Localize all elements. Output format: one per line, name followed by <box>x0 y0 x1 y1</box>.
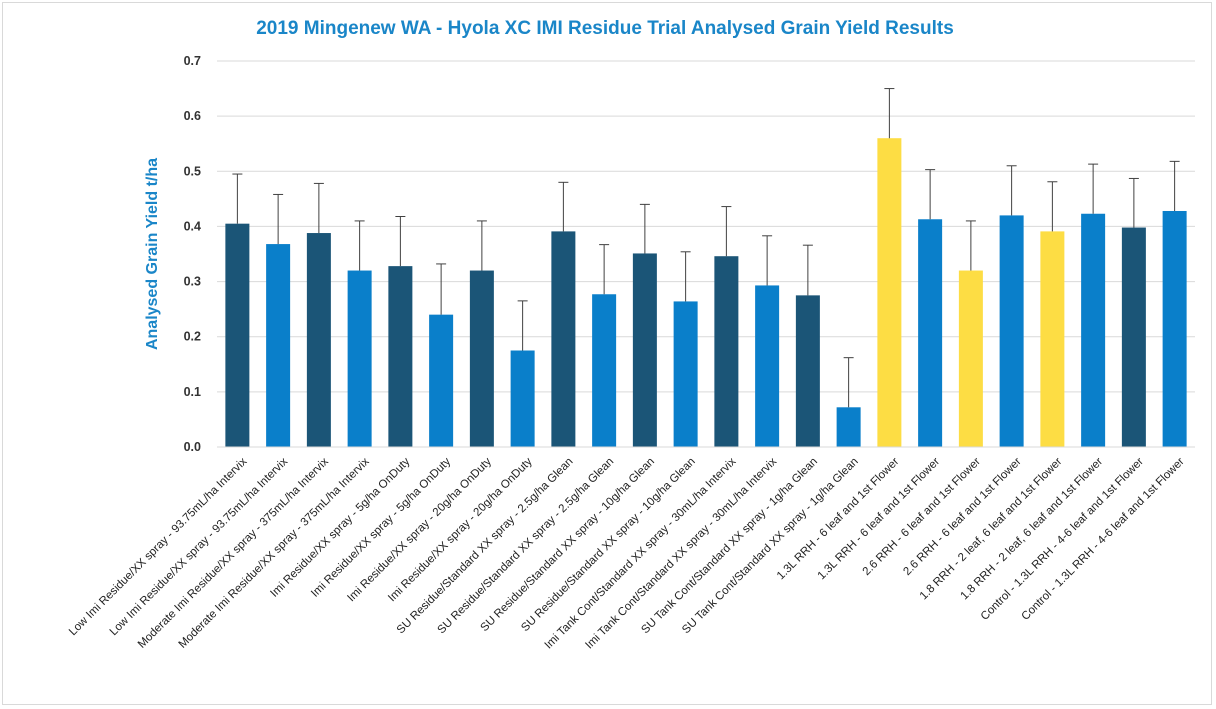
bar <box>673 301 698 447</box>
y-tick-label: 0.4 <box>184 219 201 233</box>
bar <box>714 256 739 447</box>
bar <box>592 294 617 447</box>
bar <box>469 270 494 447</box>
x-tick-label: Low Imi Residue/XX spray - 93.75mL/ha In… <box>108 455 291 638</box>
bar <box>347 270 372 447</box>
y-axis-ticks: 0.0 0.1 0.2 0.3 0.4 0.5 0.6 0.7 <box>184 54 201 454</box>
y-tick-label: 0.0 <box>184 440 201 454</box>
y-tick-label: 0.6 <box>184 109 201 123</box>
x-tick-label: Imi Residue/XX spray - 20g/ha OnDuty <box>386 455 535 604</box>
bar <box>225 223 250 447</box>
bar <box>999 215 1024 447</box>
gridlines <box>217 60 1195 393</box>
bar <box>632 253 657 447</box>
bar <box>1162 210 1187 447</box>
bar <box>266 244 291 447</box>
bar <box>306 233 331 447</box>
bar <box>918 219 943 447</box>
bar <box>836 407 861 447</box>
y-axis-title: Analysed Grain Yield t/ha <box>144 158 161 350</box>
x-tick-label: Imi Tank Cont/Standard XX spray - 30mL/h… <box>583 455 779 651</box>
x-tick-label: Moderate Imi Residue/XX spray - 375mL/ha… <box>177 455 372 650</box>
bar <box>1081 213 1106 447</box>
y-tick-label: 0.5 <box>184 164 201 178</box>
bar <box>795 295 820 447</box>
bar <box>510 350 535 447</box>
bar <box>877 138 902 447</box>
bar <box>1121 227 1146 447</box>
y-tick-label: 0.1 <box>184 385 201 399</box>
bar <box>755 285 780 447</box>
x-tick-label: Moderate Imi Residue/XX spray - 375mL/ha… <box>136 455 331 650</box>
x-tick-label: Imi Residue/XX spray - 20g/ha OnDuty <box>345 455 494 604</box>
bars <box>225 138 1187 447</box>
bar <box>958 270 983 447</box>
bar <box>429 314 454 447</box>
x-tick-label: 1.8 RRH - 2 leaf, 6 leaf and 1st Flower <box>958 456 1105 603</box>
y-tick-label: 0.2 <box>184 330 201 344</box>
x-axis-labels: Low Imi Residue/XX spray - 93.75mL/ha In… <box>67 455 1187 651</box>
x-tick-label: 1.8 RRH - 2 leaf, 6 leaf and 1st Flower <box>918 456 1065 603</box>
bar <box>388 266 413 447</box>
y-tick-label: 0.7 <box>184 54 201 68</box>
bar <box>1040 231 1065 447</box>
chart-title: 2019 Mingenew WA - Hyola XC IMI Residue … <box>256 18 954 39</box>
x-tick-label: Imi Tank Cont/Standard XX spray - 30mL/h… <box>543 455 739 651</box>
y-tick-label: 0.3 <box>184 275 201 289</box>
bar <box>551 231 576 447</box>
error-bars <box>232 88 1180 408</box>
